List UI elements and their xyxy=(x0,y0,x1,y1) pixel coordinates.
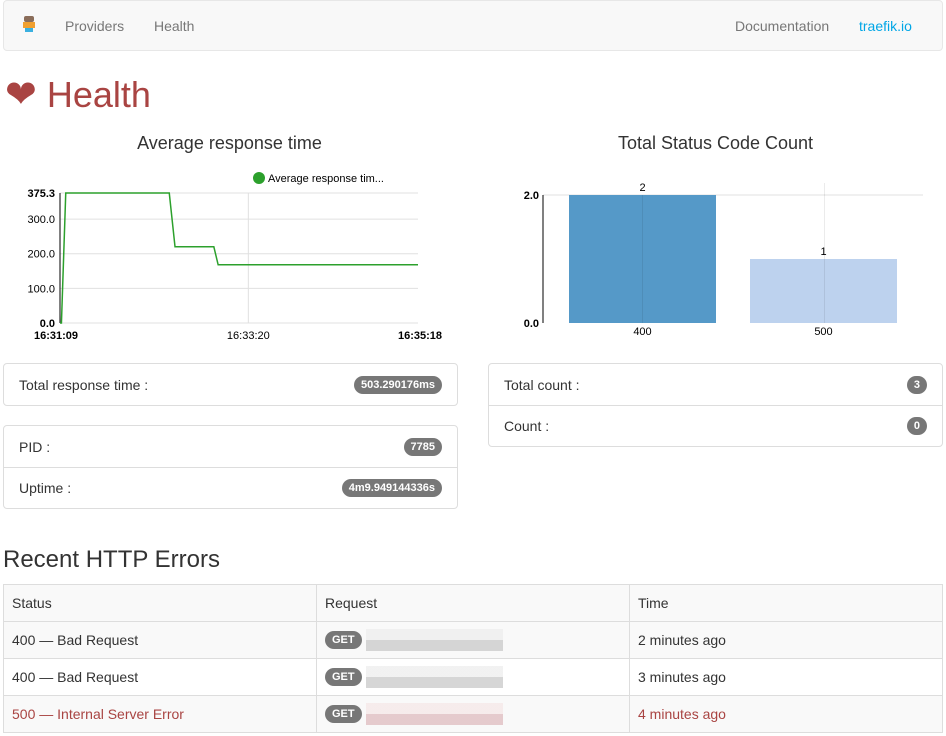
x-tick-label: 16:31:09 xyxy=(34,330,78,342)
errors-title: Recent HTTP Errors xyxy=(3,546,220,573)
bar-chart-title: Total Status Code Count xyxy=(617,133,814,153)
table-row: 500 — Internal Server Error GET 4 minutes … xyxy=(3,695,943,733)
time-cell: 3 minutes ago xyxy=(629,658,943,696)
total-count-badge: 3 xyxy=(906,375,927,394)
x-tick-label: 500 xyxy=(814,326,832,338)
bar-value-label: 2 xyxy=(639,182,645,194)
x-tick-label: 16:35:18 xyxy=(398,330,442,342)
method-badge: GET xyxy=(325,705,362,723)
redacted-url xyxy=(365,629,503,651)
table-row: 400 — Bad Request GET 3 minutes ago xyxy=(3,658,943,696)
heart-icon: ❤ xyxy=(5,74,37,116)
header-time: Time xyxy=(629,584,943,622)
response-time-panel: Total response time : 503.290176ms xyxy=(3,363,458,406)
legend-label: Average response tim... xyxy=(268,173,384,185)
pid-label: PID : xyxy=(19,438,51,455)
nav-health[interactable]: Health xyxy=(154,18,195,34)
x-tick-label: 16:33:20 xyxy=(227,330,270,342)
legend-marker xyxy=(253,172,265,184)
series-line xyxy=(60,192,418,324)
redacted-url xyxy=(365,666,503,688)
x-tick-label: 400 xyxy=(633,326,651,338)
line-chart-title: Average response time xyxy=(137,133,322,153)
request-cell: GET xyxy=(316,695,630,733)
total-response-time-label: Total response time : xyxy=(19,376,149,393)
process-panel: PID : 7785 Uptime : 4m9.949144336s xyxy=(3,425,458,509)
errors-table: Status Request Time 400 — Bad Request GET… xyxy=(3,584,943,733)
y-tick-label: 0.0 xyxy=(40,318,55,330)
header-status: Status xyxy=(3,584,317,622)
y-tick-label: 375.3 xyxy=(27,188,55,200)
total-count-label: Total count : xyxy=(504,376,580,393)
time-cell: 2 minutes ago xyxy=(629,621,943,659)
bar-400 xyxy=(569,195,716,323)
bar-chart: 0.0 2.0 2 400 1 500 xyxy=(524,182,923,338)
time-cell: 4 minutes ago xyxy=(629,695,943,733)
y-tick-label: 100.0 xyxy=(27,283,55,295)
bar-value-label: 1 xyxy=(820,246,826,258)
y-tick-label: 200.0 xyxy=(27,249,55,261)
y-tick-label: 2.0 xyxy=(524,190,539,202)
line-chart: 0.0 100.0 200.0 300.0 375.3 16:31:09 16:33:20 1… xyxy=(27,172,442,342)
count-badge: 0 xyxy=(906,417,927,435)
nav-providers[interactable]: Providers xyxy=(65,18,125,34)
uptime-badge: 4m9.949144336s xyxy=(341,479,442,497)
total-response-time-badge: 503.290176ms xyxy=(353,375,442,394)
y-tick-label: 0.0 xyxy=(524,318,539,330)
nav-documentation[interactable]: Documentation xyxy=(735,18,830,34)
method-badge: GET xyxy=(325,668,362,686)
status-cell: 400 — Bad Request xyxy=(3,621,317,659)
count-label: Count : xyxy=(504,418,550,434)
request-cell: GET xyxy=(316,621,630,659)
nav-traefik-link[interactable]: traefik.io xyxy=(859,18,912,34)
pid-badge: 7785 xyxy=(403,437,442,456)
navbar: Providers Health Documentation traefik.i… xyxy=(3,0,943,51)
y-tick-label: 300.0 xyxy=(27,214,55,226)
page-title: ❤ Health xyxy=(5,73,151,117)
bar-500 xyxy=(750,259,897,323)
traefik-logo-icon[interactable] xyxy=(22,15,36,33)
header-request: Request xyxy=(316,584,630,622)
request-cell: GET xyxy=(316,658,630,696)
redacted-url xyxy=(365,703,503,725)
method-badge: GET xyxy=(325,631,362,649)
uptime-label: Uptime : xyxy=(19,480,72,496)
status-cell: 400 — Bad Request xyxy=(3,658,317,696)
table-row: 400 — Bad Request GET 2 minutes ago xyxy=(3,621,943,659)
status-cell: 500 — Internal Server Error xyxy=(3,695,317,733)
count-panel: Total count : 3 Count : 0 xyxy=(488,363,943,447)
